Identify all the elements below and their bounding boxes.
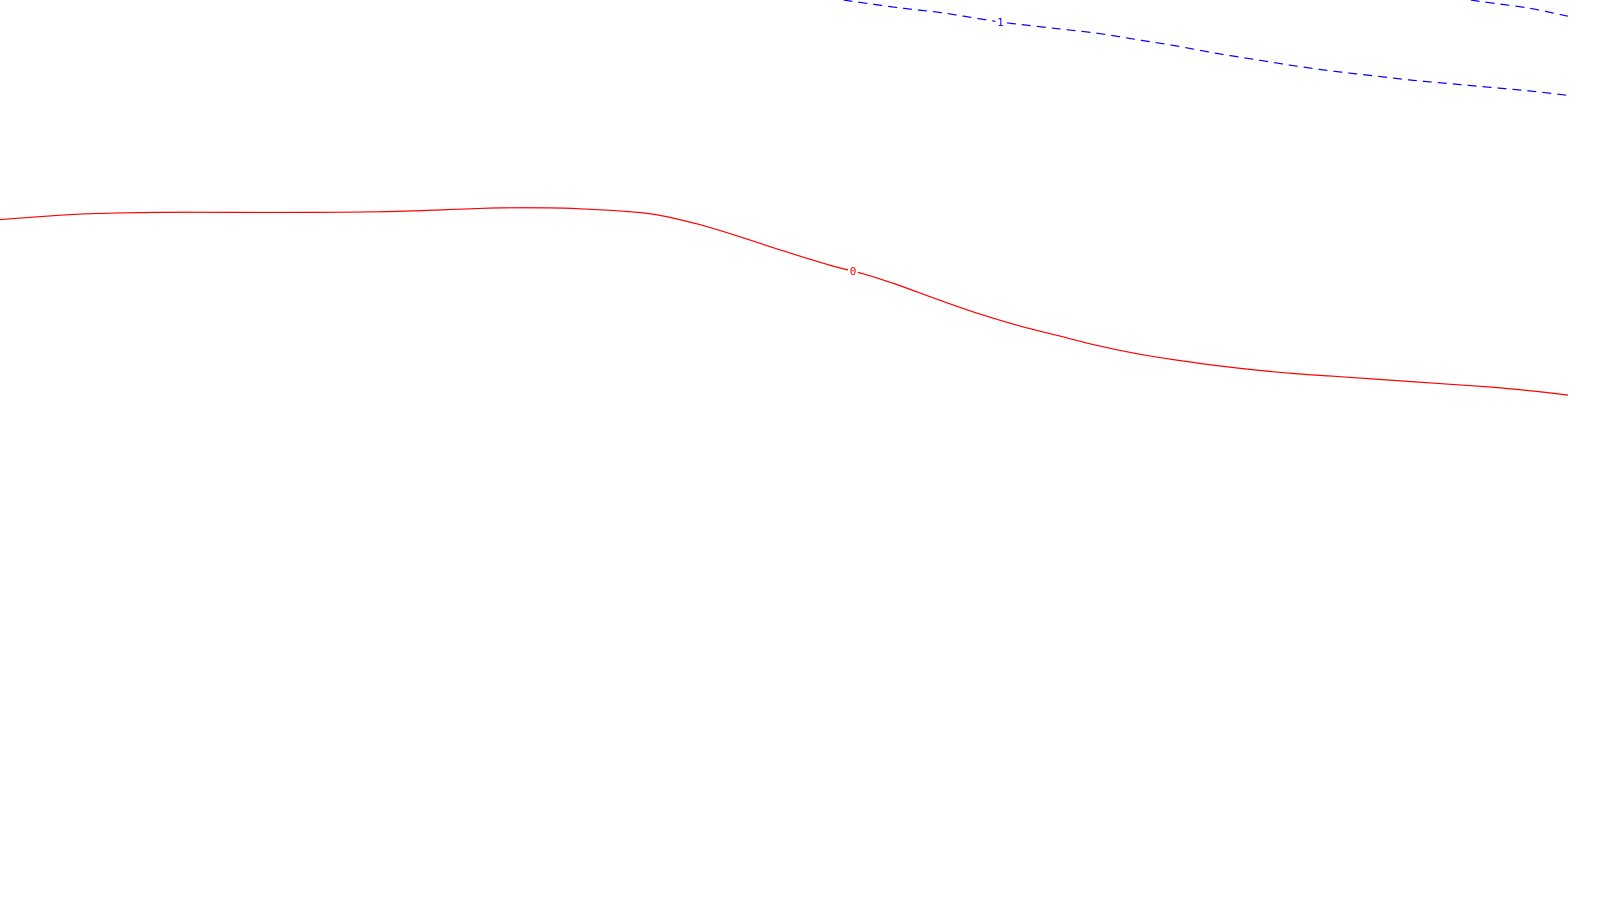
label-layer: 01 [848, 15, 1006, 278]
series-layer [0, 0, 1569, 396]
series-line-contour-1-upper-segment [1470, 0, 1569, 17]
contour-label-bg-contour-1 [995, 15, 1006, 28]
series-line-contour-1 [843, 0, 1569, 96]
series-line-contour-0 [0, 207, 1569, 396]
contour-label-contour-1: 1 [997, 16, 1004, 29]
contour-label-contour-0: 0 [850, 265, 857, 278]
contour-label-bg-contour-0 [848, 264, 858, 278]
